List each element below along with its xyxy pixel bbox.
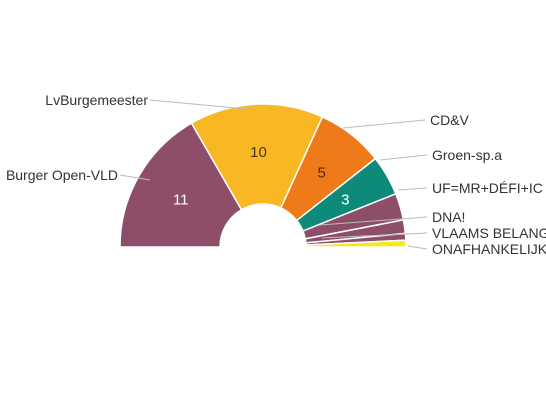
category-label-vlaams-belang: VLAAMS BELANG (432, 225, 546, 241)
chart-leader-lines (119, 99, 428, 250)
category-label-cd-v: CD&V (430, 112, 470, 128)
leader-line-cd-v (342, 119, 426, 129)
value-label-cd-v: 5 (318, 164, 326, 181)
category-label-dna: DNA! (432, 209, 465, 225)
category-label-uf-mr-d-fi-ic: UF=MR+DÉFI+IC (432, 180, 543, 196)
chart-value-labels: 11 10 53 (173, 144, 350, 208)
value-label-burger-open-vld: 11 (173, 192, 189, 209)
slice-lvburgemeester (190, 103, 324, 211)
chart-slices (119, 103, 407, 248)
leader-line-groen-sp-a (379, 154, 428, 161)
category-label-onafhankelijk: ONAFHANKELIJK (432, 241, 546, 257)
category-label-burger-open-vld: Burger Open-VLD (6, 167, 118, 183)
leader-line-onafhankelijk (407, 245, 428, 250)
leader-line-burger-open-vld (119, 174, 151, 181)
category-label-groen-sp-a: Groen-sp.a (432, 147, 502, 163)
leader-line-vlaams-belang (321, 232, 428, 239)
leader-line-dna (319, 216, 428, 226)
category-label-lvburgemeester: LvBurgemeester (45, 92, 148, 108)
value-label-groen-sp-a: 3 (341, 192, 349, 209)
slice-burger-open-vld (119, 122, 243, 248)
leader-line-lvburgemeester (149, 99, 259, 111)
chart-category-labels: Burger Open-VLD LvBurgemeester CD&V Groen-s… (6, 92, 546, 257)
value-label-lvburgemeester: 10 (250, 144, 267, 161)
leader-line-uf-mr-d-fi-ic (397, 187, 428, 191)
slice-onafhankelijk (305, 239, 407, 248)
